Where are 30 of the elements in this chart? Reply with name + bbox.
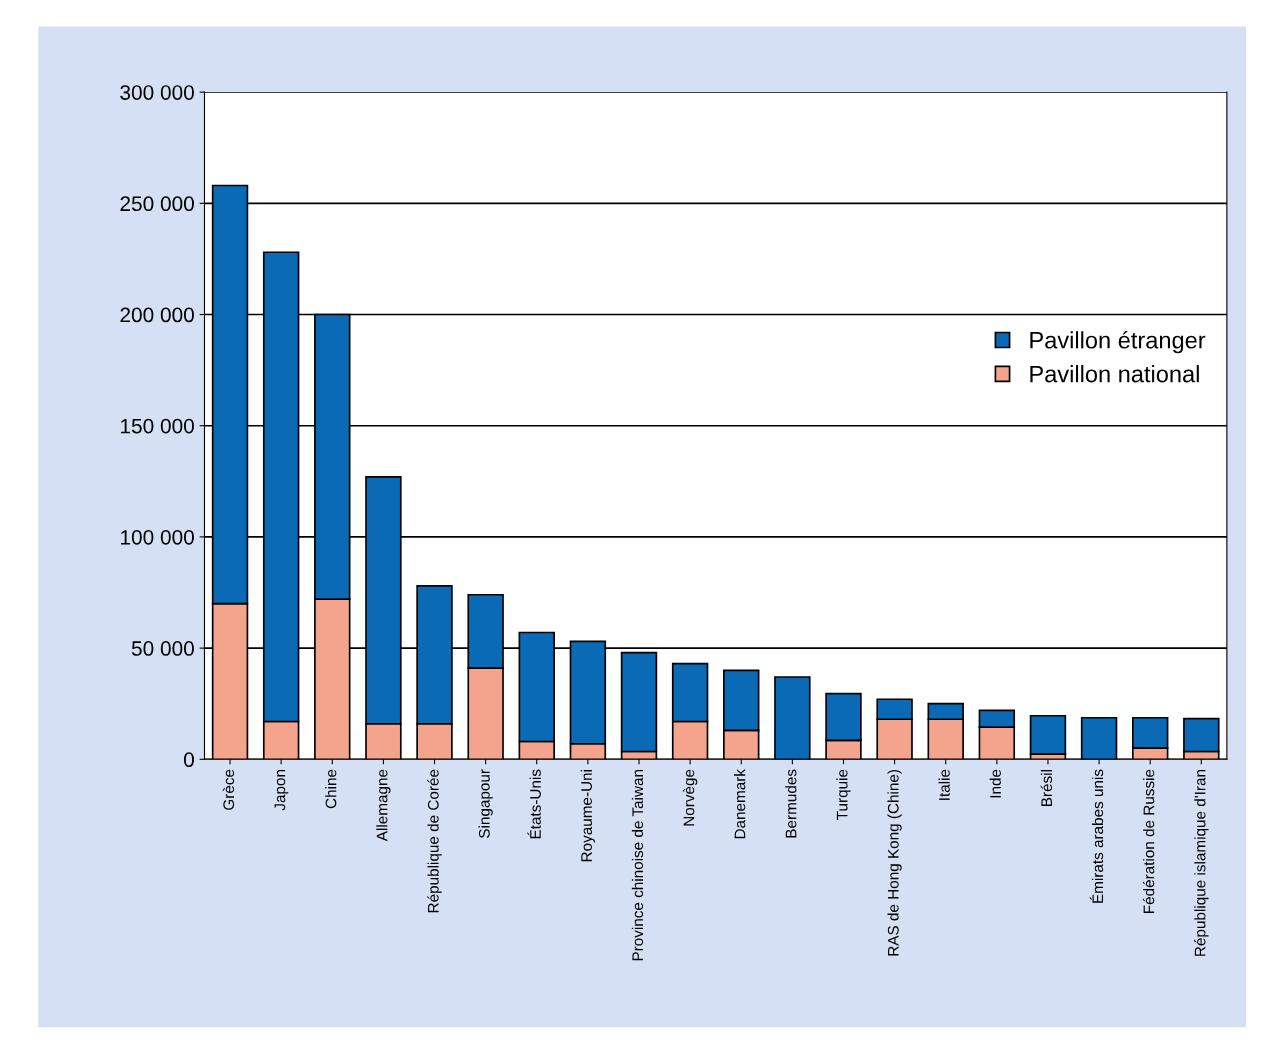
- y-tick-label: 300 000: [120, 85, 194, 100]
- x-tick-label: Danemark: [734, 769, 746, 839]
- x-tick-label: Turquie: [836, 769, 851, 820]
- legend-label: Pavillon national: [1030, 365, 1199, 383]
- x-tick-label: Chine: [325, 769, 337, 809]
- bar: [1029, 714, 1067, 756]
- x-tick-label: Émirats arabes unis: [1089, 769, 1104, 903]
- x-tick-label: Singapour: [478, 769, 493, 838]
- x-tick-label: Royaume-Uni: [580, 770, 595, 862]
- y-tick-label: 100 000: [121, 529, 194, 545]
- x-tick-label: Italie: [938, 769, 950, 800]
- y-tick-label: 0: [183, 752, 194, 768]
- x-tick-label: Japon: [274, 770, 289, 811]
- y-tick-label: 50 000: [131, 641, 194, 656]
- x-tick-label: Fédération de Russie: [1142, 769, 1155, 913]
- x-tick-label: Norvège: [682, 769, 698, 826]
- y-tick-label: 200 000: [120, 307, 194, 323]
- legend-label: Pavillon étranger: [1030, 330, 1206, 354]
- x-tick-label: République de Corée: [427, 769, 442, 913]
- x-tick-label: Grèce: [222, 769, 235, 810]
- x-tick-label: Brésil: [1040, 770, 1053, 806]
- x-tick-label: Allemagne: [376, 769, 391, 842]
- y-tick-label: 250 000: [120, 196, 194, 212]
- x-tick-label: RAS de Hong Kong (Chine): [887, 769, 902, 956]
- x-tick-label: États-Unis: [527, 769, 541, 839]
- x-tick-label: Province chinoise de Taiwan: [631, 770, 644, 961]
- x-tick-label: Inde: [989, 769, 1001, 798]
- y-tick-label: 150 000: [121, 418, 194, 434]
- x-tick-label: République islamique d'Iran: [1194, 770, 1209, 956]
- x-tick-label: Bermudes: [785, 769, 797, 838]
